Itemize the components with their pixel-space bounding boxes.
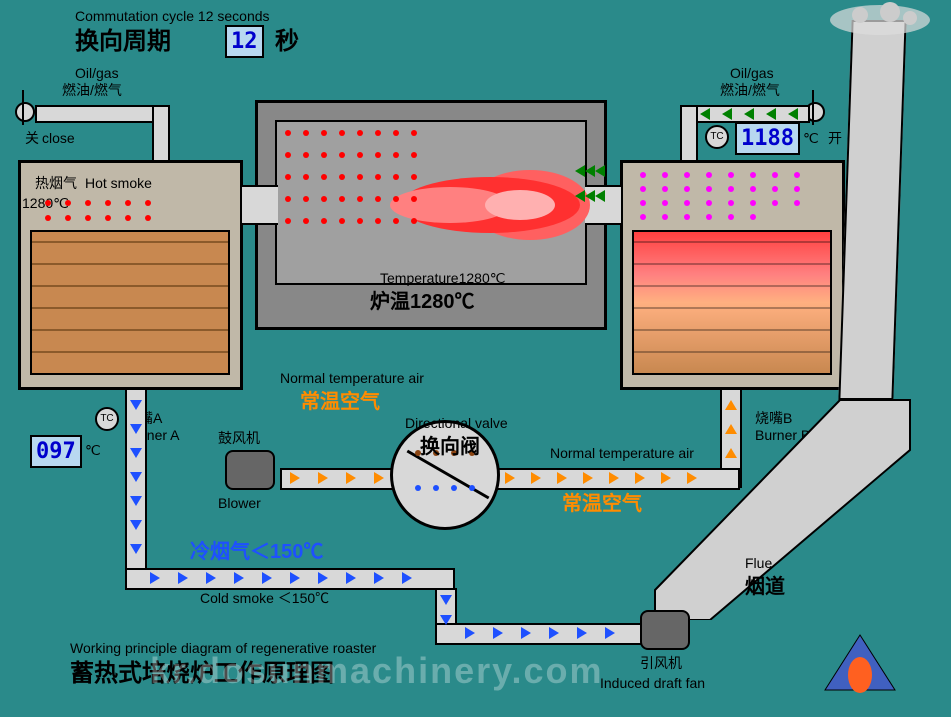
normal-air-cn-2: 常温空气 — [562, 492, 642, 516]
close-cn: 关 — [25, 130, 39, 147]
flame-icon — [350, 165, 590, 245]
coldsmoke-en: Cold smoke ＜150℃ — [200, 590, 329, 607]
open-cn: 开 — [828, 130, 842, 147]
coldsmoke-cn: 冷烟气＜150℃ — [190, 540, 323, 564]
oilgas-left-cn: 燃油/燃气 — [62, 82, 122, 99]
pipe-left-down — [125, 388, 147, 588]
oilgas-left-en: Oil/gas — [75, 65, 119, 82]
title-cn-suffix: 秒 — [275, 28, 299, 57]
dirvalve-en: Directional valve — [405, 415, 508, 432]
oilgas-right-en: Oil/gas — [730, 65, 774, 82]
reading-right-unit: ℃ — [803, 130, 819, 147]
oilgas-right-cn: 燃油/燃气 — [720, 82, 780, 99]
duct-left — [240, 185, 278, 225]
reading-left: 097 — [30, 435, 82, 468]
pipe-top-left-v — [152, 105, 170, 165]
pipe-top-left — [35, 105, 170, 123]
hotsmoke-cn: 热烟气 — [35, 175, 77, 192]
close-en: close — [42, 130, 75, 147]
dirvalve-cn: 换向阀 — [420, 435, 480, 459]
title-en: Commutation cycle 12 seconds — [75, 8, 270, 25]
reading-right: 1188 — [735, 122, 800, 155]
watermark: kr.dosunmachinery.com — [150, 650, 603, 692]
normal-air-cn-1: 常温空气 — [300, 390, 380, 414]
pipe-top-right-v — [680, 105, 698, 165]
blower-icon — [225, 450, 275, 490]
normal-air-en-1: Normal temperature air — [280, 370, 424, 387]
tc-right-icon: TC — [705, 125, 729, 149]
flue-en: Flue — [745, 555, 772, 572]
title-cn-prefix: 换向周期 — [75, 28, 171, 57]
valve-right-stem — [812, 90, 814, 125]
bricks-right — [632, 230, 832, 375]
bricks-left — [30, 230, 230, 375]
valve-left-stem — [22, 90, 24, 125]
blower-en: Blower — [218, 495, 261, 512]
valve-left-icon — [15, 102, 35, 122]
fan-icon — [640, 610, 690, 650]
furnace-temp-en: Temperature1280℃ — [380, 270, 505, 287]
smoke-icon — [820, 0, 940, 40]
furnace-temp-cn: 炉温1280℃ — [370, 290, 475, 314]
chimney — [838, 20, 906, 400]
blower-cn: 鼓风机 — [218, 430, 260, 447]
flue-cn: 烟道 — [745, 575, 785, 599]
fan-cn: 引风机 — [640, 655, 682, 672]
logo-icon — [820, 630, 900, 700]
tc-left-icon: TC — [95, 407, 119, 431]
hotsmoke-en: Hot smoke — [85, 175, 152, 192]
cycle-value: 12 — [225, 25, 264, 58]
fan-en: Induced draft fan — [600, 675, 705, 692]
reading-left-unit: ℃ — [85, 442, 101, 459]
